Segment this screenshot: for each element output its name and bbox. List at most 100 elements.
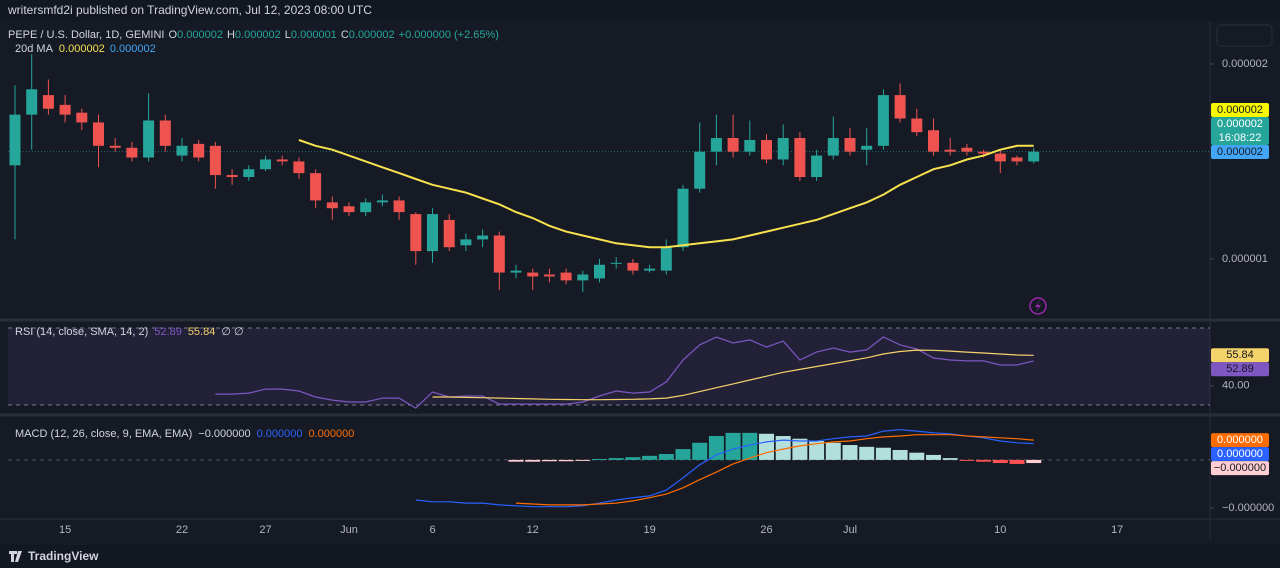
- histogram-bar: [608, 458, 624, 460]
- candle-body: [577, 274, 589, 281]
- indicator-value: 52.89: [154, 326, 182, 338]
- ma-value: 0.000002: [59, 43, 105, 55]
- ohlc-key: C: [341, 29, 349, 41]
- brand-logo: [9, 551, 22, 562]
- alert-icon[interactable]: [1029, 297, 1047, 315]
- candle-body: [928, 130, 939, 152]
- ma-value: 0.000002: [110, 43, 156, 55]
- candle-body: [126, 147, 138, 158]
- histogram-bar: [541, 459, 557, 462]
- candle-body: [844, 138, 856, 152]
- ohlc-value: 0.000002: [177, 29, 223, 41]
- histogram-bar: [792, 438, 808, 460]
- candle-body: [443, 219, 455, 248]
- histogram-bar: [708, 436, 724, 460]
- candle-body: [961, 147, 973, 152]
- countdown: 16:08:22: [1219, 132, 1262, 144]
- candle-body: [911, 118, 923, 133]
- histogram-bar: [775, 436, 791, 460]
- histogram-bar: [875, 447, 891, 460]
- ohlc-value: 0.000001: [291, 29, 337, 41]
- histogram-bar: [575, 459, 591, 461]
- candle-body: [42, 95, 54, 109]
- candle-body: [644, 268, 656, 271]
- histogram-bar: [742, 432, 758, 460]
- candle-body: [744, 139, 756, 152]
- x-tick-label: 17: [1111, 524, 1123, 536]
- macd-line: [415, 429, 1034, 508]
- candle-body: [243, 169, 255, 178]
- candle-body: [978, 151, 990, 154]
- price-tag: [1211, 117, 1269, 145]
- icon-bolt: [1035, 300, 1041, 312]
- candle-body: [560, 272, 572, 281]
- header-bar: [0, 0, 1280, 21]
- candle-body: [326, 202, 338, 209]
- ohlc-key: H: [227, 29, 235, 41]
- x-tick-label: 22: [176, 524, 188, 536]
- value-tag: [1211, 348, 1269, 363]
- ohlc-key: L: [285, 29, 291, 41]
- candle-body: [761, 139, 772, 160]
- histogram-bar: [675, 449, 691, 460]
- icon-ring: [1029, 297, 1047, 315]
- value-tag-text: −0.000000: [1214, 462, 1266, 474]
- indicator-value: 0.000000: [257, 428, 303, 440]
- price-tag-text: 0.000002: [1217, 146, 1263, 158]
- histogram-bar: [525, 459, 541, 462]
- histogram-bar: [842, 445, 858, 460]
- price-tag-text: 0.000002: [1217, 104, 1263, 116]
- ohlc-key: O: [169, 29, 178, 41]
- x-tick-label: 19: [643, 524, 655, 536]
- candle-body: [209, 145, 221, 176]
- toolbar-button[interactable]: [1216, 24, 1273, 47]
- x-tick-label: 26: [760, 524, 772, 536]
- value-tag-text: 0.000000: [1217, 434, 1263, 446]
- x-tick-label: 10: [994, 524, 1006, 536]
- candle-body: [76, 112, 88, 123]
- indicator-title: MACD (12, 26, close, 9, EMA, EMA): [15, 428, 192, 440]
- histogram-bar: [592, 458, 607, 460]
- candle-body: [310, 173, 322, 201]
- candle-body: [543, 274, 555, 277]
- candle-body: [660, 247, 672, 271]
- histogram-bar: [992, 459, 1008, 464]
- histogram-bar: [759, 433, 774, 460]
- rsi-band: [8, 327, 1210, 406]
- change: +0.000000 (+2.65%): [399, 29, 499, 41]
- price-tag: [1211, 145, 1269, 159]
- candle-body: [176, 145, 188, 156]
- ohlc-value: 0.000002: [235, 29, 281, 41]
- candle-body: [260, 159, 271, 170]
- histogram-bar: [508, 459, 524, 462]
- histogram-bar: [1026, 459, 1042, 464]
- candle-body: [944, 149, 956, 152]
- candle-body: [510, 270, 522, 273]
- histogram-bar: [558, 459, 574, 462]
- publisher: writersmfd2i published on TradingView.co…: [7, 3, 372, 17]
- candle-body: [410, 214, 422, 252]
- x-tick-label: 6: [429, 524, 435, 536]
- y-tick-label: 0.000001: [1222, 253, 1268, 265]
- value-tag: [1211, 447, 1269, 462]
- candle-body: [226, 175, 238, 178]
- candle-body: [360, 202, 372, 213]
- histogram-bar: [959, 459, 975, 461]
- x-tick-label: Jul: [843, 524, 857, 536]
- candle-body: [477, 235, 489, 240]
- indicator-value: 55.84: [188, 326, 216, 338]
- indicator-flags: ∅ ∅: [221, 326, 243, 338]
- histogram-bar: [642, 455, 658, 460]
- candle-body: [109, 145, 121, 148]
- candle-body: [694, 151, 706, 189]
- candle-body: [9, 114, 21, 166]
- candle-body: [594, 264, 605, 279]
- y-tick-label: 0.000002: [1222, 58, 1268, 70]
- price-tag-text: 0.000002: [1217, 118, 1263, 130]
- candle-body: [193, 143, 205, 158]
- candle-body: [727, 138, 739, 152]
- moving-average: [298, 139, 1034, 249]
